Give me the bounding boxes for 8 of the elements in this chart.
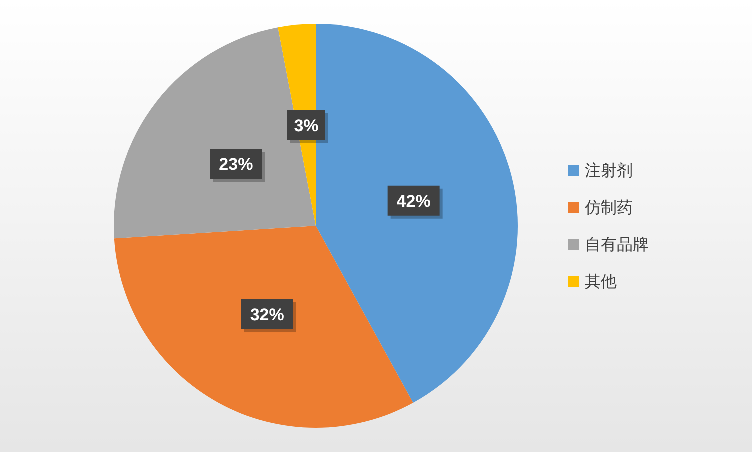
legend-label: 自有品牌: [585, 236, 649, 254]
data-label: 32%: [250, 306, 284, 325]
data-label: 3%: [294, 116, 319, 136]
data-label: 23%: [219, 155, 254, 174]
legend-label: 注射剂: [585, 162, 633, 180]
legend-label: 仿制药: [584, 199, 633, 217]
legend-label: 其他: [585, 273, 617, 291]
data-label: 42%: [396, 192, 431, 211]
